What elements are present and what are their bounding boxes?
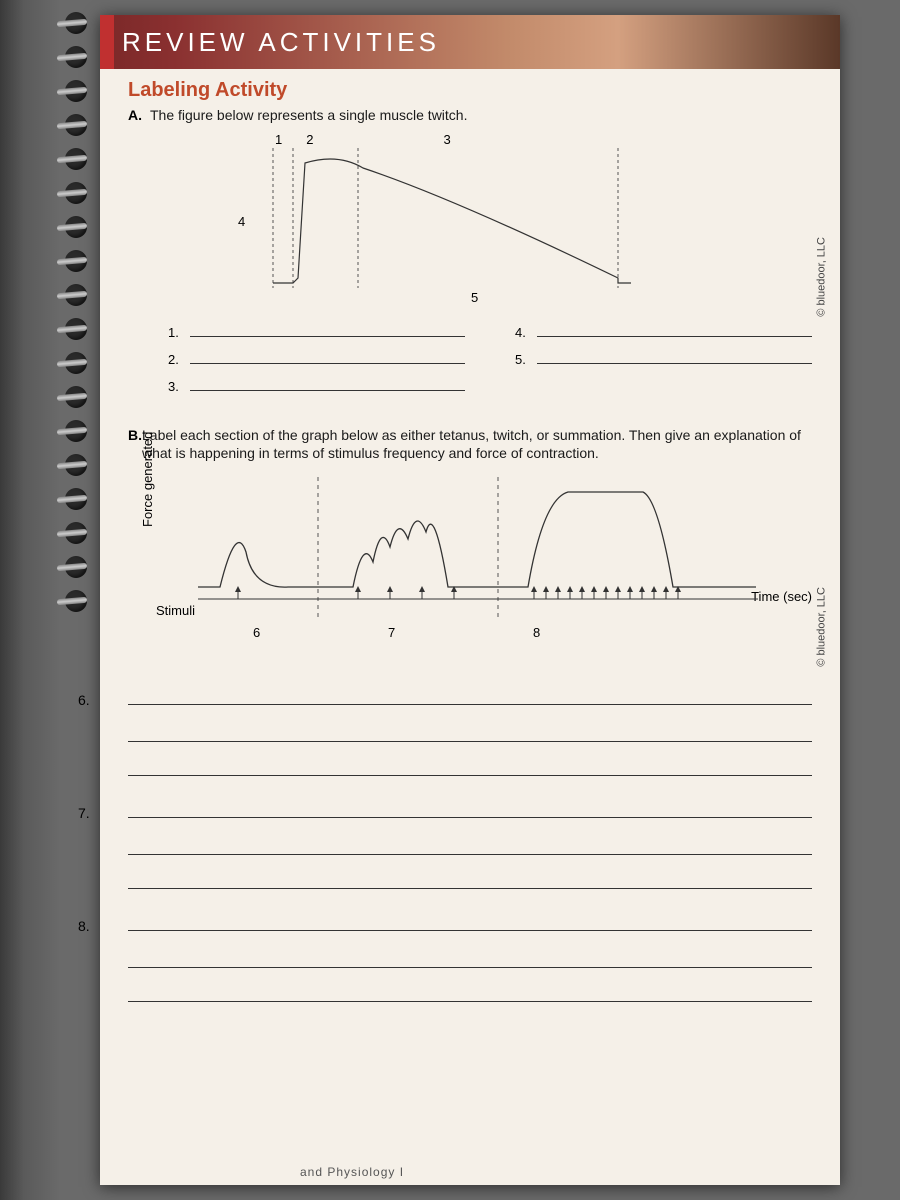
long-blank-line[interactable] bbox=[128, 875, 812, 889]
long-blank-line[interactable] bbox=[128, 762, 812, 776]
long-blank-line[interactable] bbox=[128, 728, 812, 742]
part-b-row: B. Label each section of the graph below… bbox=[128, 426, 812, 462]
blank-number: 1. bbox=[168, 325, 190, 340]
blank-number: 5. bbox=[515, 352, 537, 367]
blank-line[interactable] bbox=[190, 377, 465, 391]
blank-number: 4. bbox=[515, 325, 537, 340]
chart2-time-label: Time (sec) bbox=[751, 589, 812, 604]
long-blank-line[interactable] bbox=[128, 841, 812, 855]
blank-row: 2. bbox=[168, 350, 465, 367]
blank-line[interactable] bbox=[537, 323, 812, 337]
long-blank-group: 6. bbox=[128, 691, 812, 776]
long-blank-line[interactable] bbox=[128, 804, 812, 818]
long-blank-group: 7. bbox=[128, 804, 812, 889]
part-a-text: The figure below represents a single mus… bbox=[150, 106, 467, 124]
long-blank-line[interactable] bbox=[128, 954, 812, 968]
long-answer-blanks: 6. 7. 8. bbox=[128, 691, 812, 1002]
blank-row: 5. bbox=[515, 350, 812, 367]
chart1-label-2: 2 bbox=[306, 132, 313, 147]
spiral-binding bbox=[65, 0, 100, 1200]
chart2-ylabel: Force generated bbox=[140, 431, 155, 526]
footer-text: and Physiology I bbox=[300, 1165, 404, 1179]
blank-row: 1. bbox=[168, 323, 465, 340]
blank-number: 3. bbox=[168, 379, 190, 394]
part-b-text: Label each section of the graph below as… bbox=[142, 426, 812, 462]
part-a-letter: A. bbox=[128, 107, 150, 123]
chart1-label-4: 4 bbox=[238, 214, 245, 229]
long-blank-line[interactable] bbox=[128, 988, 812, 1002]
chart2-svg bbox=[198, 477, 758, 617]
blank-line[interactable] bbox=[537, 350, 812, 364]
page-title: REVIEW ACTIVITIES bbox=[122, 27, 440, 58]
chart2-stimuli-label: Stimuli bbox=[156, 603, 195, 618]
header-band: REVIEW ACTIVITIES bbox=[100, 15, 840, 69]
subsection-title: Labeling Activity bbox=[128, 79, 812, 102]
chart1-label-1: 1 bbox=[275, 132, 282, 147]
blank-number: 2. bbox=[168, 352, 190, 367]
worksheet-page: REVIEW ACTIVITIES Labeling Activity A. T… bbox=[100, 15, 840, 1185]
part-a-row: A. The figure below represents a single … bbox=[128, 106, 812, 124]
blank-row: 3. bbox=[168, 377, 465, 394]
chart1-label-3: 3 bbox=[443, 132, 450, 147]
chart2-num-6: 6 bbox=[253, 625, 260, 640]
long-blank-group: 8. bbox=[128, 917, 812, 1002]
part-a-blanks: 1. 2. 3. 4. 5. bbox=[168, 323, 812, 404]
twitch-chart: 1 2 3 4 5 bbox=[168, 132, 812, 317]
chart2-num-7: 7 bbox=[388, 625, 395, 640]
chart1-svg bbox=[253, 148, 633, 298]
blank-line[interactable] bbox=[190, 350, 465, 364]
blank-row: 4. bbox=[515, 323, 812, 340]
copyright-2: © bluedoor, LLC bbox=[816, 587, 828, 667]
long-blank-line[interactable] bbox=[128, 691, 812, 705]
long-blank-line[interactable] bbox=[128, 917, 812, 931]
blank-line[interactable] bbox=[190, 323, 465, 337]
chart2-num-8: 8 bbox=[533, 625, 540, 640]
force-chart: Force generated Stimuli Time (sec) 6 7 8 bbox=[148, 477, 812, 637]
copyright-1: © bluedoor, LLC bbox=[816, 237, 828, 317]
